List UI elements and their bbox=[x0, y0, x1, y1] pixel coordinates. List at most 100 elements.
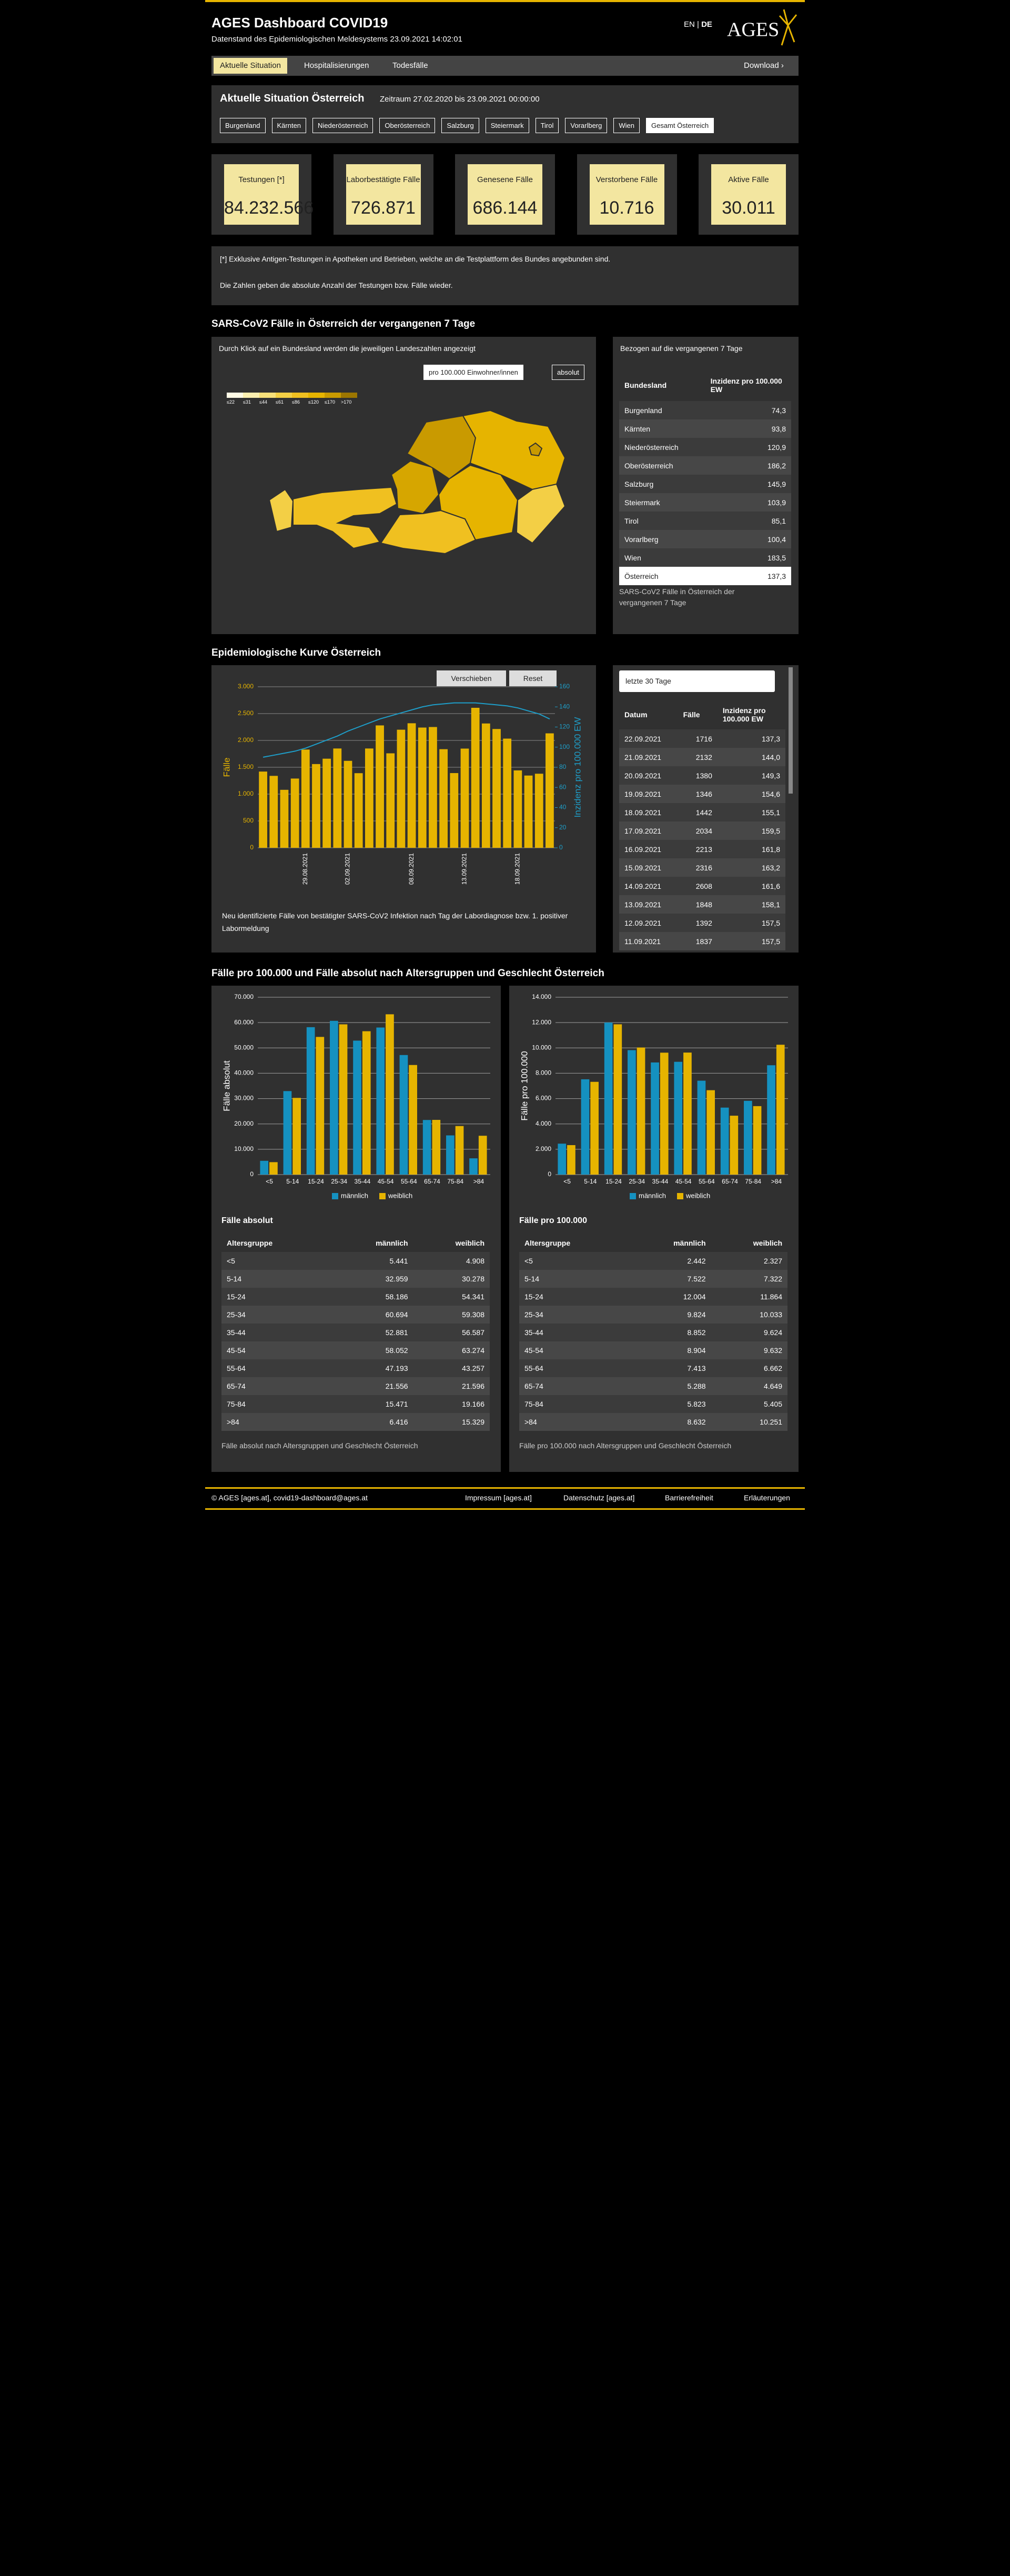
lang-en[interactable]: EN bbox=[684, 20, 695, 29]
tab-active[interactable]: Aktuelle Situation bbox=[214, 58, 287, 74]
download-link[interactable]: Download › bbox=[744, 61, 784, 70]
y2-tick-label: 120 bbox=[559, 723, 570, 730]
footer-link[interactable]: Impressum [ages.at] bbox=[465, 1494, 532, 1502]
region-button[interactable]: Salzburg bbox=[441, 118, 479, 133]
region-button[interactable]: Vorarlberg bbox=[565, 118, 608, 133]
region-button[interactable]: Gesamt Österreich bbox=[645, 118, 714, 133]
table-row: 25-34 60.694 59.308 bbox=[221, 1306, 490, 1324]
table-cell: >84 bbox=[524, 1418, 537, 1426]
toggle-button[interactable]: absolut bbox=[552, 365, 584, 380]
toggle-button[interactable]: pro 100.000 Einwohner/innen bbox=[423, 365, 523, 380]
table-row: Niederösterreich 120,9 bbox=[619, 438, 791, 456]
table-cell: 1380 bbox=[695, 771, 712, 780]
epi-table-panel: letzte 30 Tage Datum Fälle Inzidenz pro 10… bbox=[613, 665, 799, 953]
kpi-label: Verstorbene Fälle bbox=[595, 175, 658, 184]
dashboard: AGES Dashboard COVID19 Datenstand des Ep… bbox=[205, 0, 805, 1516]
x-tick-label: >84 bbox=[473, 1178, 484, 1185]
footer-link[interactable]: Barrierefreiheit bbox=[665, 1494, 713, 1502]
map-tirol[interactable] bbox=[292, 486, 398, 549]
language-switch: EN | DE bbox=[684, 20, 712, 29]
table-cell: Salzburg bbox=[624, 479, 654, 488]
bar bbox=[558, 1144, 567, 1175]
map-wien[interactable] bbox=[528, 442, 543, 457]
epi-table: Datum Fälle Inzidenz pro 100.000 EW 22.09.2… bbox=[619, 700, 785, 950]
table-cell: 183,5 bbox=[767, 553, 786, 562]
table-cell: Österreich bbox=[624, 572, 659, 580]
bar bbox=[259, 771, 267, 848]
legend-label: ≤31 bbox=[243, 399, 251, 405]
region-button[interactable]: Kärnten bbox=[271, 118, 307, 133]
footer-link[interactable]: Datenschutz [ages.at] bbox=[563, 1494, 635, 1502]
footer-link[interactable]: Erläuterungen bbox=[744, 1494, 790, 1502]
table-cell: 5-14 bbox=[227, 1275, 242, 1283]
region-button[interactable]: Niederösterreich bbox=[312, 118, 373, 133]
table-row: 5-14 7.522 7.322 bbox=[519, 1270, 787, 1288]
table-cell: 5-14 bbox=[524, 1275, 540, 1283]
kpi-card: Genesene Fälle 686.144 bbox=[468, 164, 542, 225]
header-cell: weiblich bbox=[753, 1239, 782, 1247]
map-niederoesterreich[interactable] bbox=[462, 410, 566, 490]
reset-button[interactable]: Reset bbox=[509, 670, 557, 686]
bar bbox=[776, 1045, 785, 1175]
table-cell: 65-74 bbox=[227, 1382, 246, 1390]
header-cell: Datum bbox=[624, 710, 648, 719]
legend-label: >170 bbox=[341, 399, 352, 405]
region-button[interactable]: Burgenland bbox=[220, 118, 266, 133]
scrollbar bbox=[789, 667, 793, 794]
y-tick-label: 40.000 bbox=[234, 1069, 254, 1077]
legend-swatch bbox=[243, 393, 259, 398]
bar bbox=[312, 764, 320, 848]
tab[interactable]: Todesfälle bbox=[392, 61, 428, 70]
region-button[interactable]: Wien bbox=[613, 118, 640, 133]
region-button[interactable]: Steiermark bbox=[485, 118, 529, 133]
legend-label: weiblich bbox=[685, 1191, 710, 1199]
kpi-card: Laborbestätigte Fälle 726.871 bbox=[346, 164, 421, 225]
x-tick-label: 45-54 bbox=[378, 1178, 394, 1185]
table-cell: 137,3 bbox=[761, 734, 780, 743]
region-button[interactable]: Tirol bbox=[535, 118, 559, 133]
legend-swatch bbox=[227, 393, 243, 398]
map-burgenland[interactable] bbox=[516, 483, 566, 544]
x-tick-label: 75-84 bbox=[447, 1178, 463, 1185]
map-vorarlberg[interactable] bbox=[269, 488, 294, 533]
table-row: Vorarlberg 100,4 bbox=[619, 530, 791, 548]
y-tick-label: 10.000 bbox=[532, 1044, 551, 1051]
pan-label: Verschieben bbox=[451, 674, 492, 683]
x-tick-label: 65-74 bbox=[722, 1178, 738, 1185]
section-title: Fälle pro 100.000 und Fälle absolut nach… bbox=[211, 968, 604, 979]
table-cell: 2608 bbox=[695, 881, 712, 890]
table-cell: 144,0 bbox=[761, 753, 780, 761]
kpi-value: 84.232.566 bbox=[224, 198, 314, 218]
table-cell: 19.09.2021 bbox=[624, 789, 662, 798]
table-cell: 56.587 bbox=[462, 1328, 484, 1337]
region-button[interactable]: Oberösterreich bbox=[379, 118, 436, 133]
table-cell: <5 bbox=[524, 1257, 533, 1265]
y-tick-label: 2.500 bbox=[238, 709, 254, 717]
pan-button[interactable]: Verschieben bbox=[437, 670, 506, 686]
lang-de[interactable]: DE bbox=[701, 20, 712, 29]
table-cell: 75-84 bbox=[227, 1400, 246, 1408]
legend-label: männlich bbox=[639, 1191, 666, 1199]
tab[interactable]: Hospitalisierungen bbox=[304, 61, 369, 70]
logo-text: AGES bbox=[727, 19, 779, 41]
header-cell: männlich bbox=[376, 1239, 408, 1247]
bar bbox=[386, 753, 395, 848]
x-tick-label: 18.09.2021 bbox=[514, 853, 521, 885]
table-cell: 8.904 bbox=[687, 1346, 706, 1355]
map-salzburg[interactable] bbox=[390, 460, 440, 515]
table-cell: 75-84 bbox=[524, 1400, 543, 1408]
bar bbox=[446, 1135, 454, 1175]
table-cell: 1346 bbox=[695, 789, 712, 798]
table-cell: 103,9 bbox=[767, 498, 786, 507]
x-tick-label: 55-64 bbox=[401, 1178, 417, 1185]
table-cell: <5 bbox=[227, 1257, 235, 1265]
table-cell: 120,9 bbox=[767, 443, 786, 452]
x-tick-label: <5 bbox=[563, 1178, 571, 1185]
map-steiermark[interactable] bbox=[438, 464, 519, 541]
kpi-value: 726.871 bbox=[351, 198, 416, 218]
subtitle: Datenstand des Epidemiologischen Meldesy… bbox=[211, 35, 462, 44]
range-select[interactable]: letzte 30 Tage bbox=[619, 670, 775, 692]
bar bbox=[503, 738, 512, 848]
bar bbox=[683, 1053, 692, 1175]
table-cell: 137,3 bbox=[767, 572, 786, 580]
